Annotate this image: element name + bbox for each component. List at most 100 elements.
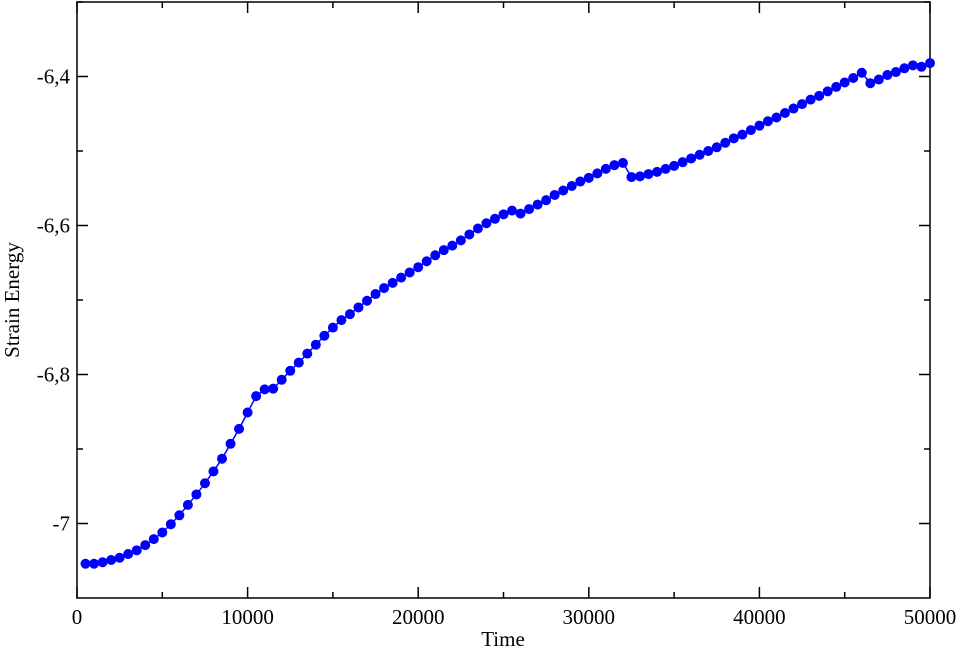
data-point [865, 78, 876, 89]
data-point [97, 557, 108, 568]
data-point [916, 61, 927, 72]
data-point [80, 558, 91, 569]
data-point [797, 99, 808, 110]
data-point [669, 160, 680, 171]
data-point [677, 157, 688, 168]
data-point [106, 555, 117, 566]
data-point [344, 309, 355, 320]
data-point [609, 160, 620, 171]
data-point [234, 423, 245, 434]
data-point [379, 283, 390, 294]
data-point [686, 153, 697, 164]
data-point [447, 240, 458, 251]
x-tick-label: 40000 [733, 605, 786, 629]
data-point [165, 519, 176, 530]
data-point [583, 172, 594, 183]
data-point [396, 272, 407, 283]
data-point [276, 374, 287, 385]
axis-tick-labels: 0 10000 20000 30000 40000 50000 -7 -6,8 -6,6 -6,4 [37, 65, 957, 630]
data-point [873, 74, 884, 85]
data-point [848, 72, 859, 83]
data-point [856, 67, 867, 78]
data-point [703, 146, 714, 156]
data-point [89, 558, 100, 569]
data-point [711, 142, 722, 153]
data-point [421, 256, 432, 267]
data-point [754, 120, 765, 131]
data-point [472, 223, 483, 234]
data-point [643, 169, 654, 180]
data-point [771, 112, 782, 123]
y-tick-label: -6,8 [37, 363, 70, 387]
data-point [925, 58, 935, 69]
data-point [413, 262, 424, 273]
data-point [660, 163, 671, 174]
data-point [907, 60, 918, 71]
data-point [438, 245, 449, 256]
y-axis-label: Strain Energy [0, 242, 24, 358]
data-point [737, 129, 748, 140]
data-point [387, 277, 398, 288]
data-point [626, 172, 637, 183]
data-point [157, 527, 168, 538]
data-point [745, 125, 756, 136]
axis-ticks [76, 1, 931, 598]
data-point [140, 540, 151, 551]
data-point [259, 384, 270, 395]
data-point [728, 133, 739, 144]
data-point [507, 205, 518, 216]
data-point [464, 229, 475, 240]
data-point [498, 209, 509, 220]
data-point [225, 438, 236, 449]
data-point [353, 302, 364, 313]
data-point [652, 166, 663, 177]
x-tick-label: 50000 [904, 605, 957, 629]
data-point [549, 189, 560, 200]
data-point [251, 391, 262, 402]
data-point [455, 235, 466, 246]
x-tick-label: 10000 [221, 605, 274, 629]
data-point [199, 478, 210, 489]
data-point [882, 70, 893, 81]
data-point [319, 330, 330, 341]
data-point [327, 322, 338, 333]
data-point [370, 289, 381, 300]
data-point [788, 103, 799, 114]
data-point [762, 116, 773, 127]
data-point [899, 63, 910, 74]
data-point [617, 157, 628, 168]
data-point [182, 499, 193, 510]
data-point [515, 208, 526, 219]
data-point [814, 90, 825, 101]
x-tick-label: 20000 [392, 605, 445, 629]
data-point [217, 453, 228, 464]
data-point [831, 81, 842, 92]
data-point [114, 552, 125, 563]
data-point [600, 163, 611, 174]
data-point [524, 204, 535, 215]
data-point [285, 365, 296, 376]
data-point [805, 94, 816, 105]
data-point [779, 108, 790, 118]
y-tick-label: -7 [53, 512, 71, 536]
data-point [336, 315, 347, 326]
data-point [123, 549, 134, 560]
data-point [404, 267, 415, 278]
data-point [558, 185, 569, 196]
data-point [302, 348, 313, 359]
data-point [131, 545, 142, 556]
plot-frame [76, 1, 931, 599]
series-line [85, 62, 931, 565]
data-point [174, 510, 185, 521]
data-point [890, 67, 901, 78]
data-point [822, 86, 833, 97]
data-point [541, 195, 552, 206]
x-axis-label: Time [481, 627, 525, 650]
data-point [481, 218, 492, 229]
x-tick-label: 30000 [563, 605, 616, 629]
y-tick-label: -6,4 [37, 65, 71, 89]
data-point [208, 466, 219, 477]
data-point [293, 357, 304, 368]
data-point [191, 489, 202, 500]
